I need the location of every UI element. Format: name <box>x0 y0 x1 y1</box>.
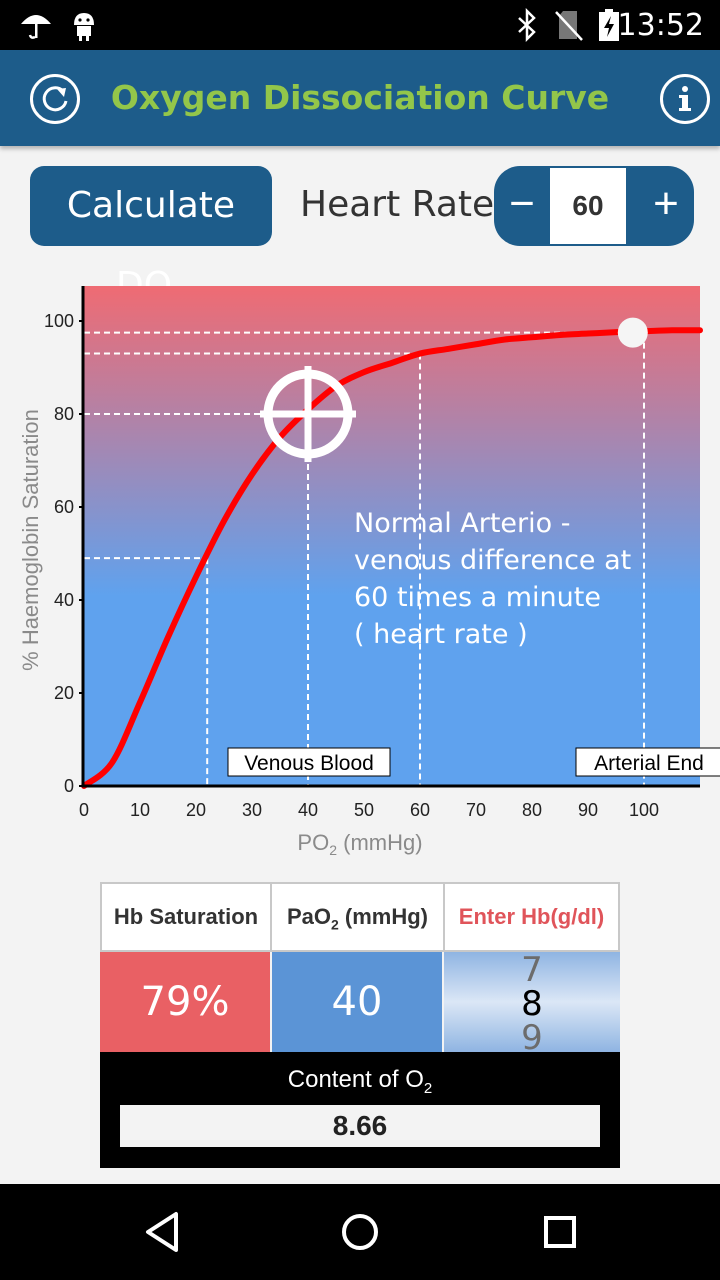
y-tick-label: 20 <box>54 683 74 703</box>
x-axis-label: PO2 (mmHg) <box>297 830 422 858</box>
x-tick-label: 10 <box>130 800 150 820</box>
y-axis-label: % Haemoglobin Saturation <box>18 409 43 671</box>
app-title: Oxygen Dissociation Curve <box>110 78 610 117</box>
refresh-icon <box>42 86 68 112</box>
saturation-curve <box>81 327 703 789</box>
annotation-line: Normal Arterio - <box>354 508 571 539</box>
hb-option[interactable]: 7 <box>521 952 543 990</box>
status-bar: 13:52 <box>0 0 720 50</box>
saturation-value: 79% <box>100 952 270 1052</box>
dissociation-chart[interactable]: 0 10 20 30 40 50 60 70 80 90 100 0 20 40 60 80 100 PO2 … <box>0 270 720 870</box>
hb-picker[interactable]: 7 8 9 <box>444 952 620 1052</box>
y-tick-label: 0 <box>64 776 74 796</box>
header-enter-hb: Enter Hb(g/dl) <box>443 882 620 952</box>
x-tick-label: 70 <box>466 800 486 820</box>
annotation-line: 60 times a minute <box>354 582 601 613</box>
x-tick-label: 40 <box>298 800 318 820</box>
x-tick-label: 0 <box>79 800 89 820</box>
x-tick-label: 20 <box>186 800 206 820</box>
content-of-o2-panel: Content of O2 8.66 <box>100 1052 620 1168</box>
app-bar: Oxygen Dissociation Curve <box>0 50 720 146</box>
content-of-o2-value: 8.66 <box>120 1105 600 1147</box>
home-icon[interactable] <box>338 1206 382 1258</box>
hb-option-selected[interactable]: 8 <box>521 984 543 1024</box>
info-button[interactable] <box>660 74 710 124</box>
crosshair-icon[interactable] <box>260 366 356 462</box>
arterial-end-label: Arterial End <box>575 747 720 777</box>
nav-bar <box>0 1184 720 1280</box>
recents-icon[interactable] <box>538 1206 582 1258</box>
back-icon[interactable] <box>140 1206 184 1258</box>
decrement-button[interactable]: − <box>509 179 535 228</box>
annotation-text: Normal Arterio - venous difference at 60 t… <box>354 508 631 650</box>
y-tick-label: 100 <box>44 311 74 331</box>
y-tick-label: 40 <box>54 590 74 610</box>
status-time: 13:52 <box>617 8 704 43</box>
refresh-button[interactable] <box>30 74 80 124</box>
bluetooth-icon <box>518 8 536 42</box>
increment-button[interactable]: + <box>653 179 679 228</box>
y-tick-label: 60 <box>54 497 74 517</box>
heart-rate-stepper: − 60 + <box>494 166 694 246</box>
svg-text:Arterial End: Arterial End <box>594 752 704 775</box>
x-tick-label: 30 <box>242 800 262 820</box>
x-tick-label: 90 <box>578 800 598 820</box>
arterial-endpoint-marker[interactable] <box>617 317 648 348</box>
hb-option[interactable]: 9 <box>521 1018 543 1052</box>
umbrella-icon <box>21 15 51 39</box>
battery-charging-icon <box>599 9 619 41</box>
x-tick-label: 60 <box>410 800 430 820</box>
plot-background <box>84 286 700 786</box>
calculate-do2-button[interactable]: Calculate DO2 <box>30 166 272 311</box>
venous-blood-label: Venous Blood <box>227 747 391 777</box>
header-pao2: PaO2 (mmHg) <box>270 882 445 952</box>
x-tick-label: 50 <box>354 800 374 820</box>
content-of-o2-label: Content of O2 <box>287 1066 433 1097</box>
pao2-value: 40 <box>272 952 442 1052</box>
x-tick-label: 100 <box>629 800 659 820</box>
header-hb-saturation: Hb Saturation <box>100 882 272 952</box>
annotation-line: venous difference at <box>354 545 631 576</box>
heart-rate-label: Heart Rate <box>300 184 495 225</box>
info-icon <box>679 86 691 111</box>
y-tick-label: 80 <box>54 404 74 424</box>
no-sim-icon <box>555 11 583 41</box>
svg-text:Venous Blood: Venous Blood <box>244 752 374 775</box>
android-icon <box>74 13 94 41</box>
x-tick-label: 80 <box>522 800 542 820</box>
reference-lines <box>84 331 645 786</box>
heart-rate-value[interactable]: 60 <box>550 168 626 244</box>
annotation-line: ( heart rate ) <box>354 619 528 650</box>
